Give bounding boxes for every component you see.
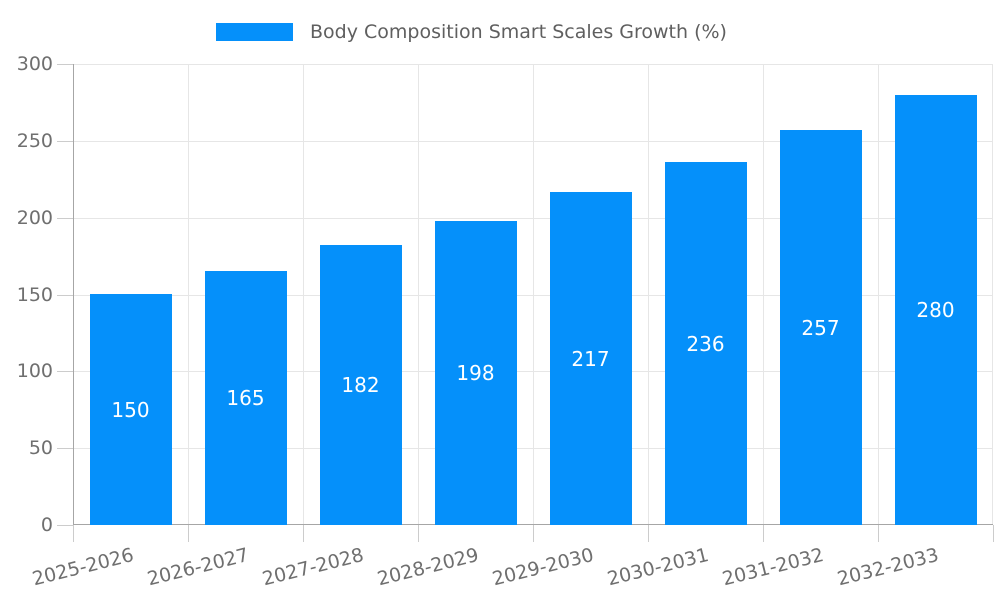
y-axis-tick [57,525,73,526]
x-axis-tick-label: 2031-2032 [719,544,826,591]
bar[interactable]: 280 [894,95,977,525]
gridline-vertical [533,64,534,525]
bar-value-label: 165 [226,386,265,410]
bar-value-label: 150 [111,397,150,422]
x-axis-tick [993,525,994,542]
gridline-vertical [992,64,993,525]
bar[interactable]: 165 [204,271,287,525]
gridline-vertical [763,64,764,525]
plot-area: 0 50 100 150 200 250 300 150 2025-2026 165 2026-20… [17,53,994,590]
bar-value-label: 280 [916,298,955,322]
y-axis-tick [57,371,73,372]
y-axis-tick-label: 150 [16,284,53,306]
legend-swatch [216,23,293,41]
gridline-vertical [303,64,304,525]
bar[interactable]: 236 [664,162,747,525]
gridline-vertical [418,64,419,525]
x-axis-tick-label: 2025-2026 [29,544,136,591]
y-axis-tick-label: 50 [28,437,53,459]
y-axis-line [73,64,74,525]
x-axis-tick [73,525,74,542]
y-axis-tick [57,141,73,142]
bar[interactable]: 217 [549,192,632,525]
gridline-vertical [878,64,879,525]
gridline-vertical [648,64,649,525]
bar[interactable]: 150 [89,294,172,525]
x-axis-tick-label: 2030-2031 [604,544,711,591]
legend-label: Body Composition Smart Scales Growth (%) [310,21,727,43]
x-axis-tick-label: 2029-2030 [489,544,596,591]
x-axis-tick [188,525,189,542]
x-axis-tick-label: 2026-2027 [144,544,251,591]
bar-value-label: 257 [801,315,840,340]
bar-value-label: 198 [456,361,495,385]
bar-value-label: 182 [341,373,380,397]
gridline-vertical [188,64,189,525]
y-axis-tick [57,295,73,296]
y-axis-tick-label: 250 [16,130,53,152]
x-axis-tick-label: 2032-2033 [834,544,941,591]
y-axis-tick-label: 200 [16,207,53,229]
x-axis-tick [878,525,879,542]
x-axis-tick [418,525,419,542]
y-axis-tick-label: 0 [40,514,53,536]
x-axis-tick-label: 2028-2029 [374,544,481,591]
x-axis-line [73,524,993,525]
bar[interactable]: 182 [319,245,402,525]
bar-value-label: 217 [571,346,610,371]
x-axis-tick [763,525,764,542]
legend-item[interactable]: Body Composition Smart Scales Growth (%) [216,22,727,42]
bar[interactable]: 198 [434,221,517,525]
x-axis-tick [303,525,304,542]
bar-value-label: 236 [686,331,725,356]
x-axis-tick-label: 2027-2028 [259,544,366,591]
x-axis-tick [648,525,649,542]
y-axis-tick [57,448,73,449]
y-axis-tick [57,64,73,65]
y-axis-tick [57,218,73,219]
y-axis-tick-label: 300 [16,53,53,75]
x-axis-tick [533,525,534,542]
y-axis-tick-label: 100 [16,360,53,382]
bar[interactable]: 257 [779,130,862,525]
